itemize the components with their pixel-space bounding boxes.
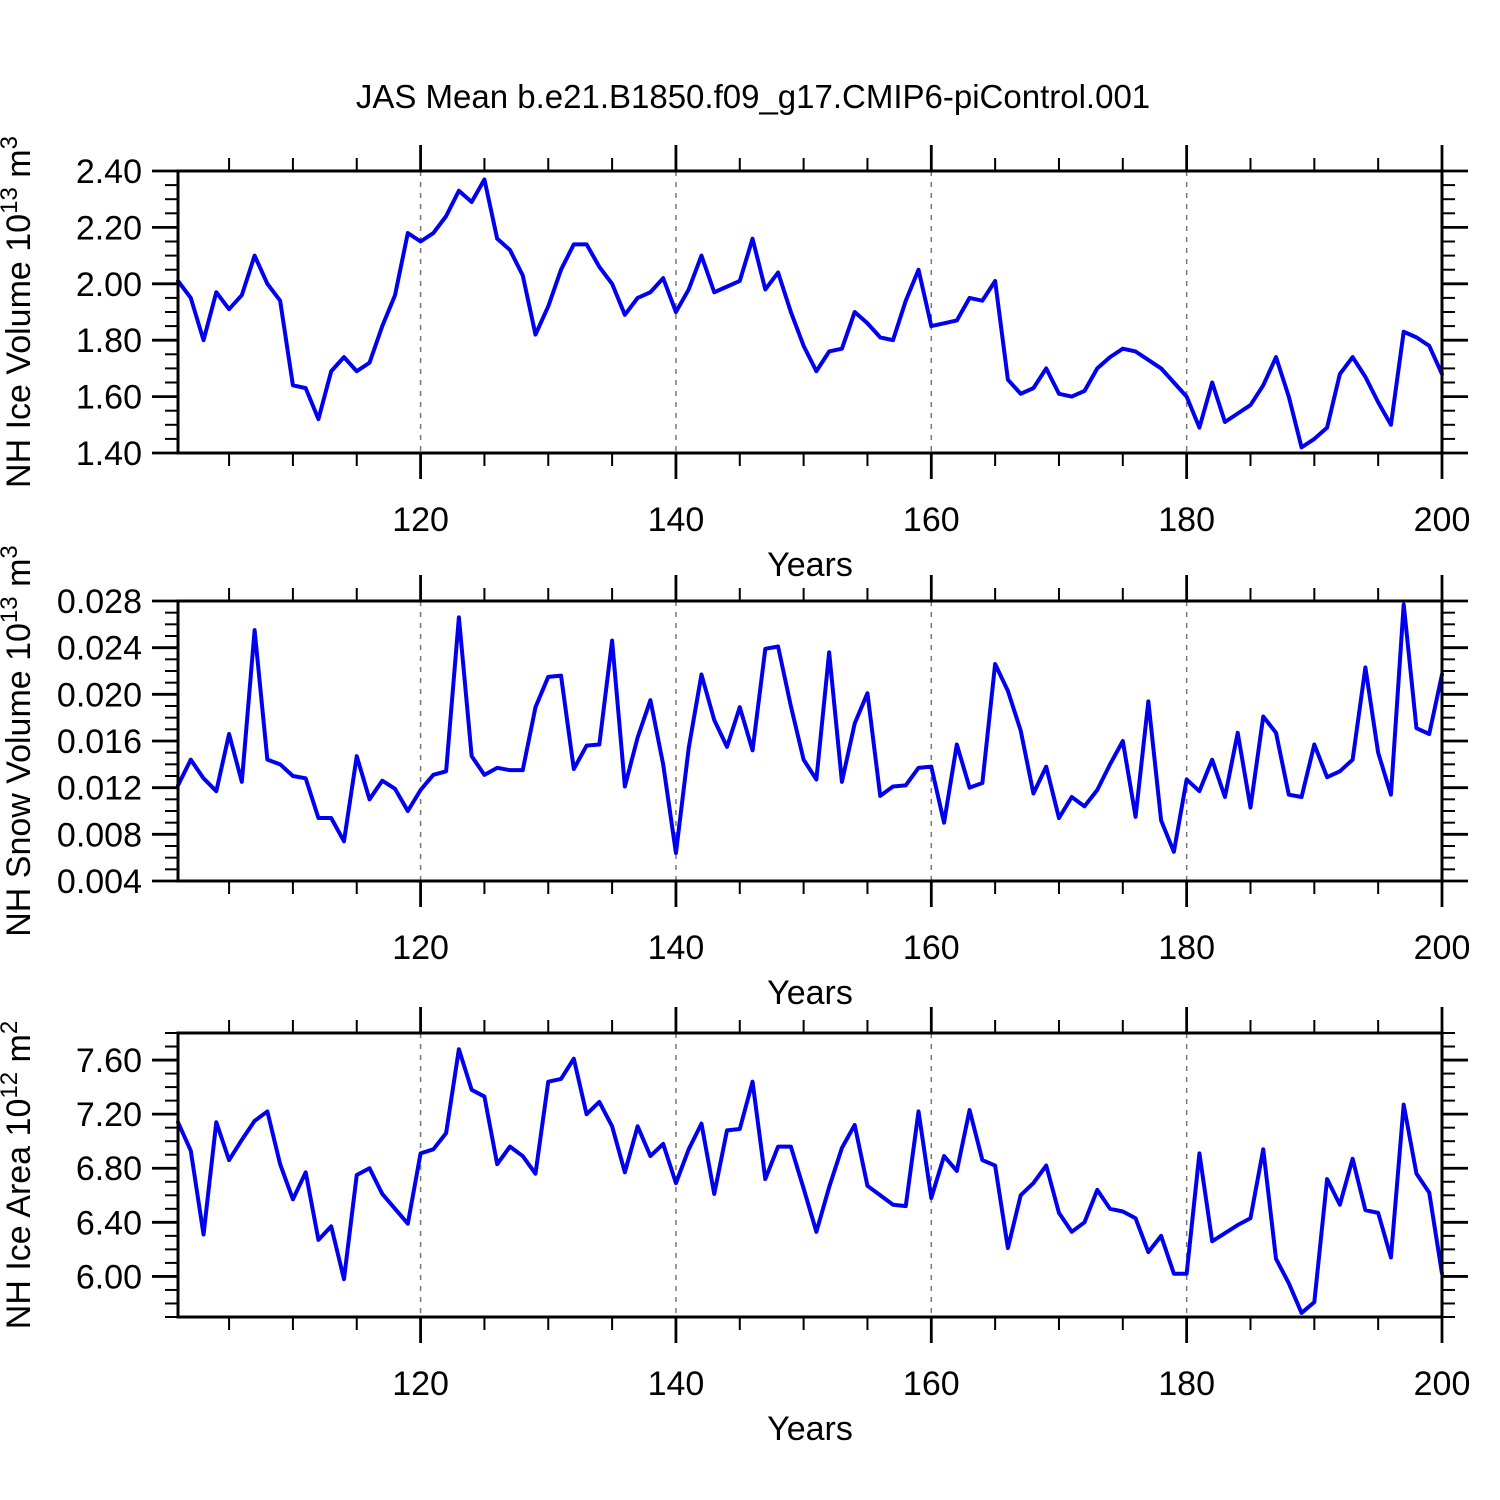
nh-ice-area-panel: 120 140 160 180 200 Years 6.00 6.40 6.80 7.20 7.60… <box>0 1007 1470 1448</box>
y-tick-label: 0.012 <box>57 770 142 808</box>
nh-ice-volume-series-line <box>176 177 1444 450</box>
x-axis-title: Years <box>767 546 853 584</box>
x-tick-label: 200 <box>1414 929 1471 967</box>
x-tick-label: 160 <box>903 1365 960 1403</box>
x-tick-label: 140 <box>648 1365 705 1403</box>
y-tick-label: 1.60 <box>76 379 142 417</box>
y-tick-label: 0.016 <box>57 723 142 761</box>
y-tick-label: 0.024 <box>57 630 142 668</box>
panels-root: 120 140 160 180 200 Years 1.40 1.60 1.80 2.00 2.20… <box>0 136 1470 1448</box>
y-tick-label: 6.40 <box>76 1204 142 1242</box>
x-tick-label: 200 <box>1414 501 1471 539</box>
x-tick-label: 180 <box>1158 501 1215 539</box>
x-tick-label: 120 <box>392 501 449 539</box>
x-tick-label: 140 <box>648 501 705 539</box>
x-tick-label: 160 <box>903 501 960 539</box>
ticks <box>152 575 1468 907</box>
y-tick-label: 2.00 <box>76 266 142 304</box>
y-axis-title: NH Snow Volume 1013 m3 <box>0 545 38 937</box>
y-tick-label: 2.20 <box>76 209 142 247</box>
y-axis-title: NH Ice Volume 1013 m3 <box>0 136 38 488</box>
x-tick-label: 140 <box>648 929 705 967</box>
plot-border <box>176 1031 1444 1319</box>
nh-snow-volume-series-line <box>176 602 1444 855</box>
y-axis-title: NH Ice Area 1012 m2 <box>0 1021 38 1329</box>
x-tick-label: 120 <box>392 1365 449 1403</box>
y-tick-label: 0.028 <box>57 583 142 621</box>
x-tick-label: 120 <box>392 929 449 967</box>
nh-ice-area-series-line <box>176 1047 1444 1315</box>
plot-border <box>176 599 1444 883</box>
y-tick-label: 2.40 <box>76 153 142 191</box>
y-tick-label: 1.40 <box>76 435 142 473</box>
x-tick-label: 160 <box>903 929 960 967</box>
plot-border <box>176 169 1444 455</box>
x-axis-title: Years <box>767 1410 853 1448</box>
x-tick-label: 180 <box>1158 1365 1215 1403</box>
x-tick-label: 200 <box>1414 1365 1471 1403</box>
gridlines <box>419 171 1188 453</box>
nh-ice-volume-panel: 120 140 160 180 200 Years 1.40 1.60 1.80 2.00 2.20… <box>0 136 1470 584</box>
y-tick-label: 0.020 <box>57 676 142 714</box>
y-tick-label: 7.60 <box>76 1042 142 1080</box>
ticks <box>152 145 1468 479</box>
y-tick-label: 7.20 <box>76 1096 142 1134</box>
gridlines <box>419 1033 1188 1317</box>
y-tick-label: 0.008 <box>57 816 142 854</box>
y-tick-label: 0.004 <box>57 863 142 901</box>
gridlines <box>419 601 1188 881</box>
y-tick-label: 1.80 <box>76 322 142 360</box>
x-axis-title: Years <box>767 974 853 1012</box>
ticks <box>152 1007 1468 1343</box>
y-tick-label: 6.80 <box>76 1150 142 1188</box>
figure-title: JAS Mean b.e21.B1850.f09_g17.CMIP6-piCon… <box>356 78 1150 115</box>
y-tick-label: 6.00 <box>76 1258 142 1296</box>
nh-snow-volume-panel: 120 140 160 180 200 Years 0.004 0.008 0.012 0.016… <box>0 545 1470 1012</box>
x-tick-label: 180 <box>1158 929 1215 967</box>
